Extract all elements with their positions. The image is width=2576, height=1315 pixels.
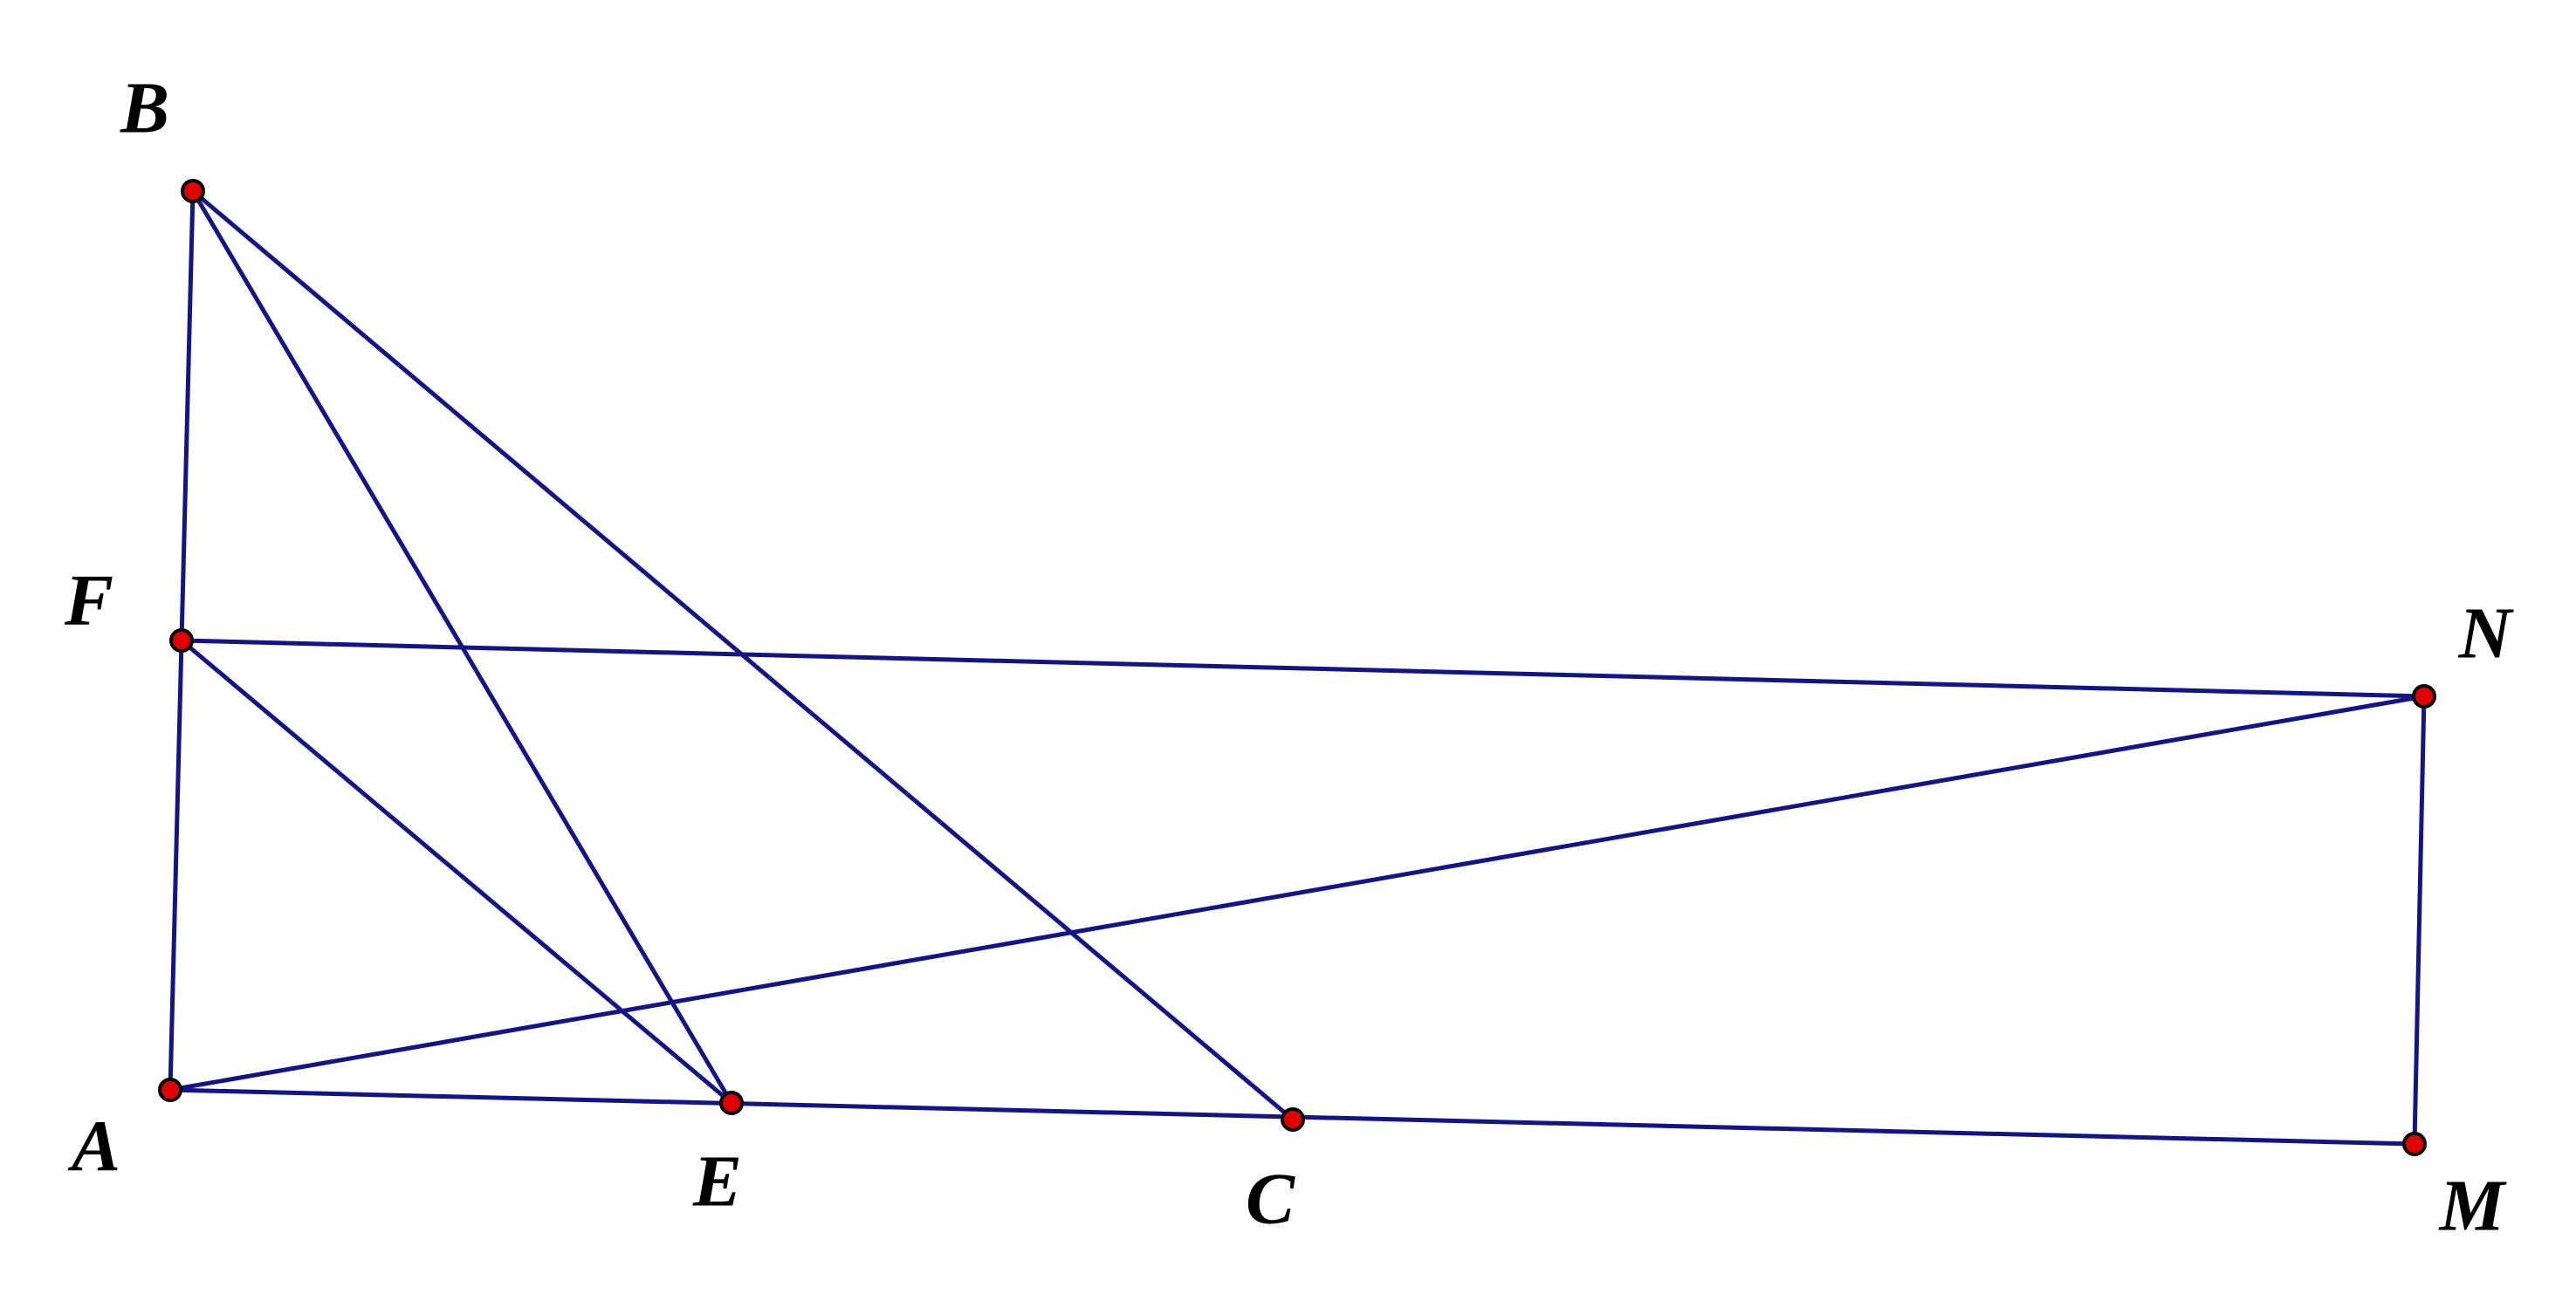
- segment-fn: [179, 638, 2427, 699]
- point-n: [2412, 684, 2436, 709]
- segment-fe: [179, 638, 734, 1106]
- point-c: [1281, 1107, 1305, 1132]
- point-label: B: [120, 67, 169, 148]
- point-a: [158, 1078, 182, 1102]
- point-label: C: [1246, 1158, 1295, 1239]
- point-b: [181, 179, 205, 203]
- point-label: A: [67, 1106, 120, 1187]
- point-label: M: [2438, 1165, 2508, 1246]
- point-label: E: [692, 1140, 742, 1222]
- point-e: [719, 1091, 744, 1115]
- point-f: [169, 628, 194, 653]
- points: [158, 179, 2436, 1156]
- segment-an: [168, 694, 2427, 1092]
- segments: [168, 188, 2427, 1147]
- point-label: N: [2458, 592, 2515, 674]
- labels: B F A E C M N: [64, 67, 2515, 1246]
- segment-mn: [2412, 694, 2427, 1147]
- point-m: [2402, 1132, 2427, 1156]
- point-label: F: [64, 559, 113, 640]
